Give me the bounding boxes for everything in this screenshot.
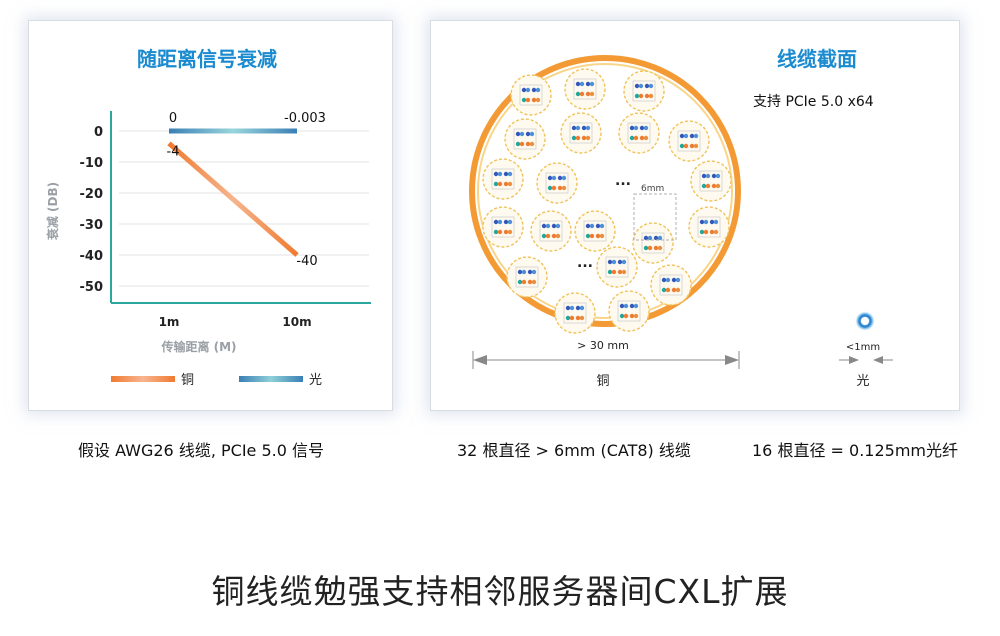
y-tick-label: 0 [94, 125, 103, 140]
copper-cable [596, 246, 638, 288]
x-tick-label: 10m [282, 315, 311, 329]
copper-cable [688, 206, 730, 248]
ellipsis-upper: ... [615, 173, 631, 189]
copper-assumption-caption: 假设 AWG26 线缆, PCIe 5.0 信号 [78, 441, 324, 460]
copper-cable [623, 70, 665, 112]
attenuation-chart: 0 -10 -20 -30 -40 -50 1m 10m 0 -0.003 -4 -40 传输距离… [45, 111, 371, 388]
fiber-width-label: <1mm [846, 342, 880, 353]
copper-dimension-arrow-left [473, 355, 487, 365]
cable-size-label: 6mm [641, 184, 664, 194]
y-tick-label: -10 [80, 156, 104, 171]
copper-cable [554, 292, 596, 334]
copper-cable-caption: 32 根直径 > 6mm (CAT8) 线缆 [457, 441, 691, 460]
legend-copper-swatch [111, 376, 175, 382]
y-tick-label: -30 [80, 218, 104, 233]
cable-cross-section-panel: 线缆截面 支持 PCIe 5.0 x64 ... ... 6mm > 30 mm [430, 20, 960, 411]
fiber-dimension-arrow-left [849, 356, 859, 364]
copper-dimension-arrow-right [725, 355, 739, 365]
y-tick-label: -40 [80, 249, 104, 264]
copper-data-label-1m: -4 [167, 144, 180, 159]
cable-size-indicator [633, 193, 677, 241]
main-title: 铜线缆勉强支持相邻服务器间CXL扩展 [211, 572, 789, 611]
copper-cable [530, 210, 572, 252]
copper-cable [564, 68, 606, 110]
cross-section-title: 线缆截面 [777, 47, 857, 71]
cross-section-diagram: ... ... 6mm > 30 mm 铜 <1mm 光 [469, 55, 893, 389]
copper-data-label-10m: -40 [296, 254, 317, 269]
copper-cable [668, 120, 710, 162]
ellipsis-lower: ... [577, 255, 593, 271]
copper-label: 铜 [596, 374, 609, 389]
copper-cable [690, 160, 732, 202]
copper-cable [506, 256, 548, 298]
fiber-dimension-arrow-right [873, 356, 883, 364]
copper-cable [504, 118, 546, 160]
copper-cable [632, 222, 674, 264]
pcie-support-label: 支持 PCIe 5.0 x64 [753, 94, 874, 110]
copper-cable [482, 158, 524, 200]
legend-fiber-swatch [239, 376, 303, 382]
copper-cable [574, 210, 616, 252]
copper-bundle-inner-ring [477, 63, 733, 319]
fiber-label: 光 [856, 374, 869, 389]
y-axis-label: 衰减 (DB) [45, 182, 60, 241]
fiber-data-label-1m: 0 [169, 111, 177, 126]
copper-cable [608, 290, 650, 332]
legend-fiber-label: 光 [309, 373, 322, 388]
legend-copper-label: 铜 [181, 373, 194, 388]
copper-cable [650, 264, 692, 306]
x-tick-label: 1m [159, 315, 180, 329]
copper-cable [618, 112, 660, 154]
copper-cable [560, 112, 602, 154]
attenuation-panel: 随距离信号衰减 0 -10 -20 -30 -40 -50 1m 10m 0 -0.003 -4… [28, 20, 393, 411]
fiber-cable-caption: 16 根直径 = 0.125mm光纤 [752, 441, 959, 460]
y-tick-label: -50 [80, 280, 104, 295]
fiber-data-label-10m: -0.003 [284, 111, 326, 126]
fiber-cable-icon [855, 311, 875, 331]
copper-cable [536, 162, 578, 204]
copper-cable [510, 74, 552, 116]
x-axis-label: 传输距离 (M) [160, 339, 236, 354]
copper-series-line [167, 141, 299, 257]
copper-width-label: > 30 mm [577, 339, 629, 352]
attenuation-title: 随距离信号衰减 [137, 47, 277, 71]
copper-cable [482, 206, 524, 248]
y-tick-label: -20 [80, 187, 104, 202]
